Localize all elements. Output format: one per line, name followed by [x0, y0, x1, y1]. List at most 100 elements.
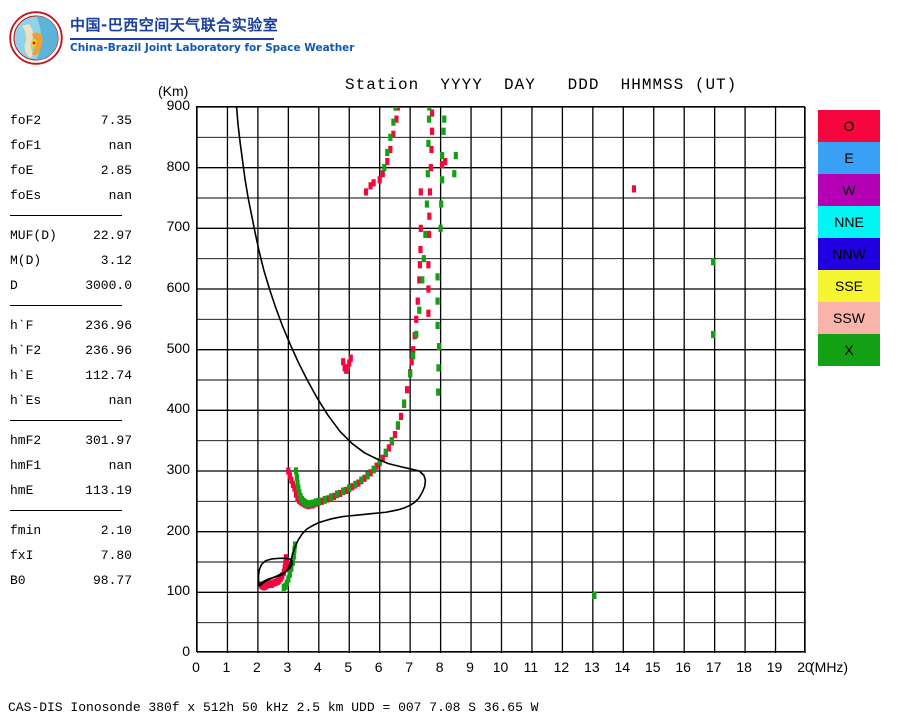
param-value: 7.35: [100, 113, 132, 128]
ionogram-canvas[interactable]: [197, 107, 806, 653]
y-tick-label: 900: [166, 97, 190, 113]
echo-point: [348, 354, 353, 362]
echo-point: [426, 230, 432, 238]
echo-point: [436, 388, 441, 396]
ionogram-plot[interactable]: [196, 106, 806, 653]
echo-point: [394, 115, 399, 123]
echo-point: [380, 170, 385, 178]
echo-point: [440, 161, 445, 169]
echo-point: [392, 431, 398, 439]
echo-point: [286, 575, 291, 583]
echo-point: [426, 139, 431, 147]
x-tick-label: 11: [523, 659, 539, 675]
x-tick-label: 14: [614, 659, 631, 675]
x-tick-label: 1: [222, 659, 231, 675]
echo-point: [292, 484, 297, 492]
grid-major-lines: [197, 107, 806, 653]
series-x: [281, 107, 716, 599]
echo-point: [386, 444, 391, 452]
echo-point: [395, 421, 401, 429]
param-value: 113.19: [85, 483, 132, 498]
echo-point: [435, 321, 440, 329]
echo-point: [325, 495, 331, 503]
legend-item-x[interactable]: X: [818, 334, 880, 366]
y-tick-label: 800: [166, 157, 190, 174]
echo-point: [389, 437, 394, 445]
echo-point: [440, 176, 445, 184]
echo-point: [415, 297, 420, 305]
echo-point: [307, 500, 312, 508]
echo-point: [313, 498, 318, 506]
param-value: 98.77: [92, 573, 132, 588]
echo-point: [371, 179, 376, 187]
series-profile-hook: [257, 557, 293, 587]
echo-point: [284, 557, 289, 565]
legend-item-ssw[interactable]: SSW: [818, 302, 880, 334]
legend-item-w[interactable]: W: [818, 174, 880, 206]
param-value: nan: [108, 138, 132, 153]
echo-point: [420, 276, 425, 284]
x-tick-label: 9: [466, 659, 474, 675]
legend-item-nne[interactable]: NNE: [818, 206, 880, 238]
legend-item-e[interactable]: E: [818, 142, 880, 174]
echo-point: [359, 476, 364, 484]
echo-point: [328, 493, 334, 501]
echo-point: [289, 476, 294, 484]
echo-point: [711, 330, 716, 339]
echo-point: [341, 487, 346, 495]
echo-point: [438, 224, 443, 232]
echo-point: [382, 164, 387, 172]
param-key: D: [10, 278, 18, 293]
param-key: h`F: [10, 318, 34, 333]
x-tick-label: 18: [736, 659, 752, 675]
param-divider: [10, 510, 122, 511]
x-tick-label: 20: [797, 659, 813, 675]
echo-point: [631, 185, 637, 193]
param-key: foF2: [10, 113, 42, 128]
echo-point: [388, 133, 393, 141]
param-row: hmE 113.19: [8, 478, 138, 503]
echo-point: [405, 386, 410, 394]
instrument-footer: CAS-DIS Ionosonde 380f x 512h 50 kHz 2.5…: [8, 700, 539, 715]
echo-point: [362, 474, 367, 482]
polarization-legend[interactable]: O E W NNE NNW SSE SSW X: [818, 110, 880, 366]
echo-point: [280, 572, 285, 580]
echo-point: [322, 495, 327, 504]
param-key: B0: [10, 573, 26, 588]
lab-logo: 中国-巴西空间天气联合实验室 China-Brazil Joint Labora…: [8, 8, 354, 70]
echo-point: [417, 261, 422, 269]
y-tick-label: 700: [166, 218, 190, 235]
echo-point: [414, 330, 419, 339]
echo-point: [393, 107, 398, 111]
x-tick-label: 16: [675, 659, 691, 675]
echo-point: [435, 297, 440, 305]
echo-point: [429, 127, 435, 135]
echo-point: [427, 188, 433, 196]
param-divider: [10, 305, 122, 306]
param-key: fmin: [10, 523, 42, 538]
echo-point: [287, 472, 292, 480]
echo-point: [427, 212, 432, 220]
param-key: MUF(D): [10, 228, 57, 243]
echo-point: [347, 484, 352, 492]
legend-item-o[interactable]: O: [818, 110, 880, 142]
legend-item-nnw[interactable]: NNW: [818, 238, 880, 270]
x-tick-label: 2: [252, 659, 261, 675]
echo-point: [344, 486, 349, 495]
profile-curve: [257, 557, 293, 587]
echo-point: [338, 489, 343, 498]
legend-label: E: [844, 150, 854, 166]
echo-point: [414, 315, 419, 323]
param-row: MUF(D) 22.97: [8, 223, 138, 248]
param-row: fxI 7.80: [8, 543, 138, 568]
x-tick-label: 13: [584, 659, 600, 675]
echo-point: [428, 164, 433, 172]
echo-point: [286, 467, 291, 475]
echo-point: [408, 370, 413, 378]
echo-point: [363, 188, 369, 196]
param-key: M(D): [10, 253, 42, 268]
logo-divider: [70, 38, 274, 40]
legend-item-sse[interactable]: SSE: [818, 270, 880, 302]
echo-point: [418, 188, 423, 196]
echo-point: [374, 462, 379, 470]
